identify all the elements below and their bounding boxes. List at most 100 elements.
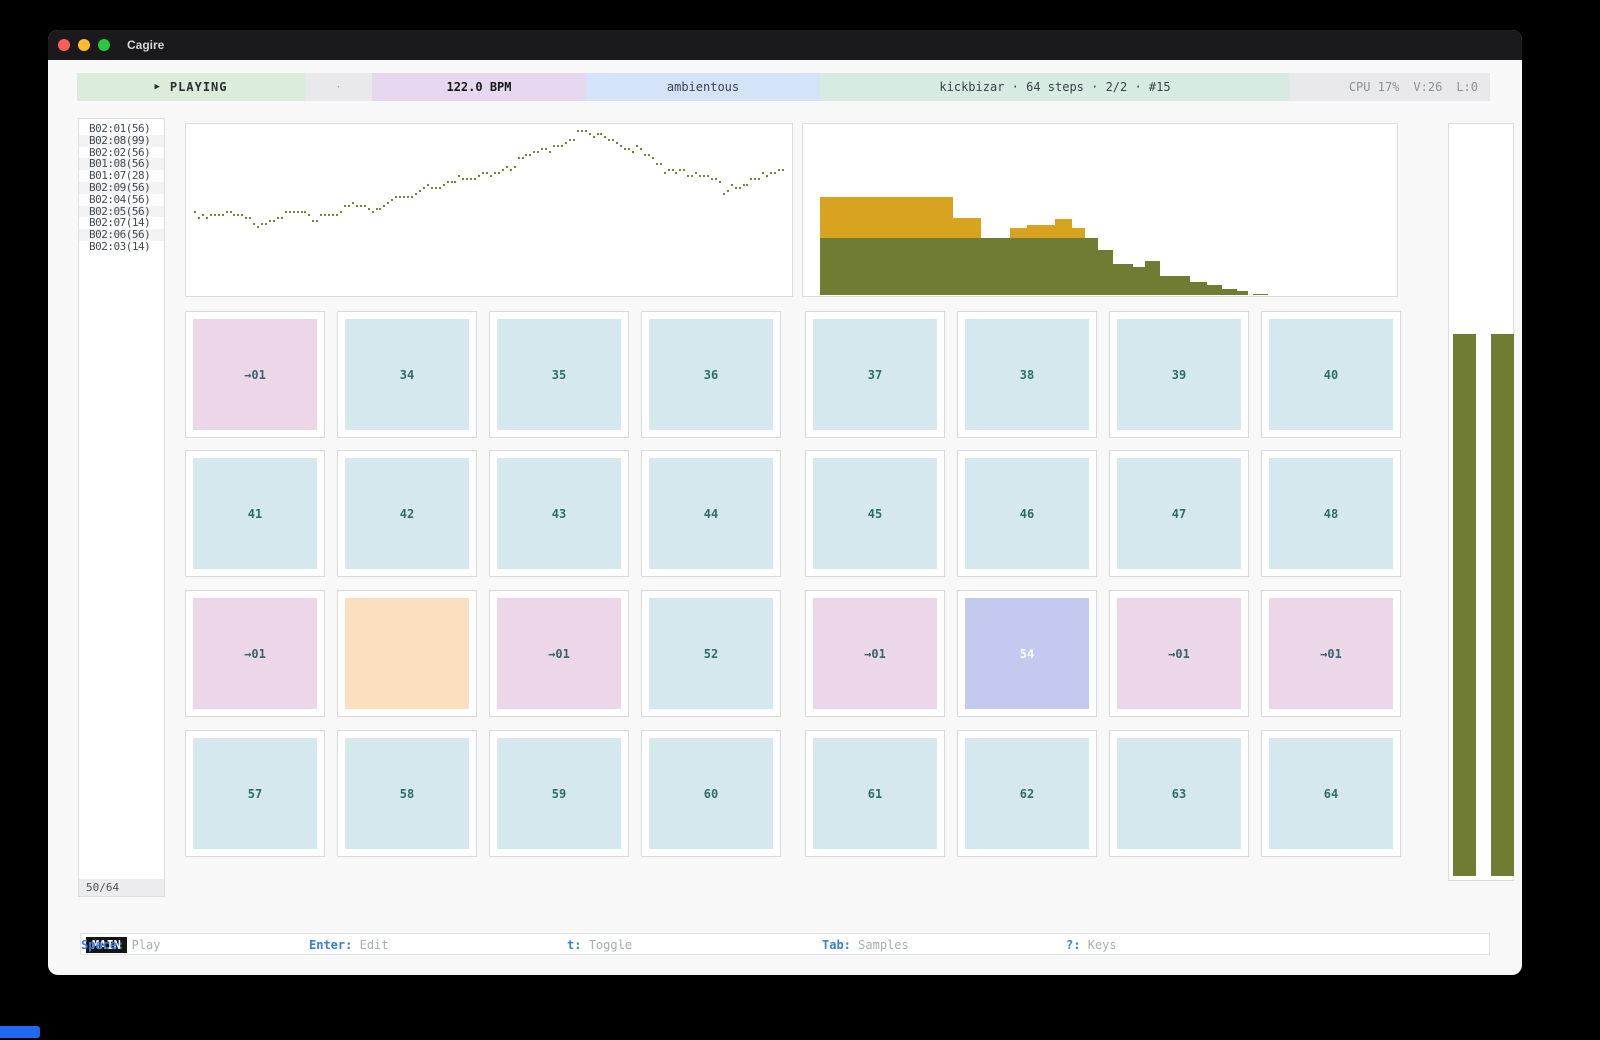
step-cell[interactable]: 54 <box>957 590 1097 717</box>
histogram-bar-green <box>1145 261 1160 295</box>
pitch-dot <box>364 205 366 207</box>
pitch-dot <box>664 172 666 174</box>
sample-list-item[interactable]: B02:05(56) <box>79 205 164 218</box>
transport-status[interactable]: ▶ PLAYING <box>77 73 305 101</box>
step-cell-label: →01 <box>497 598 621 709</box>
step-cell[interactable]: 39 <box>1109 311 1249 438</box>
step-cell[interactable]: 38 <box>957 311 1097 438</box>
step-cell[interactable]: 34 <box>337 311 477 438</box>
pitch-dot <box>202 214 204 216</box>
step-cell[interactable]: 60 <box>641 730 781 857</box>
step-cell[interactable]: →01 <box>1109 590 1249 717</box>
bpm-display[interactable]: 122.0 BPM <box>372 73 586 101</box>
pitch-dot <box>743 184 745 186</box>
pitch-dot <box>328 214 330 216</box>
scene-name[interactable]: ambientous <box>586 73 820 101</box>
step-cell-label: 60 <box>649 738 773 849</box>
step-cell[interactable]: 41 <box>185 450 325 577</box>
step-cell-label: 41 <box>193 458 317 569</box>
pattern-info[interactable]: kickbizar · 64 steps · 2/2 · #15 <box>820 73 1290 101</box>
pitch-dot <box>399 196 401 198</box>
histogram-bar-green <box>981 238 1011 295</box>
pitch-dot <box>723 193 725 195</box>
step-cell[interactable]: 63 <box>1109 730 1249 857</box>
step-cell[interactable]: →01 <box>185 311 325 438</box>
sample-count: 50/64 <box>79 879 164 896</box>
pitch-dot <box>435 187 437 189</box>
step-cell[interactable]: 62 <box>957 730 1097 857</box>
step-cell[interactable]: 64 <box>1261 730 1401 857</box>
step-cell[interactable]: 59 <box>489 730 629 857</box>
pitch-dot <box>360 205 362 207</box>
pitch-dot <box>675 172 677 174</box>
pitch-dot <box>439 187 441 189</box>
pitch-dot <box>451 181 453 183</box>
step-cell-label: 47 <box>1117 458 1241 569</box>
pitch-dot <box>762 172 764 174</box>
sample-list-item[interactable]: B02:03(14) <box>89 239 151 253</box>
pitch-dot <box>498 172 500 174</box>
step-cell[interactable]: 40 <box>1261 311 1401 438</box>
step-cell[interactable]: 47 <box>1109 450 1249 577</box>
pitch-dot <box>403 196 405 198</box>
step-cell[interactable]: 52 <box>641 590 781 717</box>
level-meter-left <box>1453 334 1476 876</box>
step-cell[interactable]: 58 <box>337 730 477 857</box>
sample-list-item[interactable]: B01:08(56) <box>79 158 164 171</box>
sample-histogram-chart[interactable] <box>802 123 1398 297</box>
histogram-bar-green <box>953 238 981 295</box>
pitch-dot <box>356 205 358 207</box>
step-cell[interactable]: 45 <box>805 450 945 577</box>
sample-list-item[interactable]: B02:06(56) <box>79 229 164 241</box>
pitch-dot <box>482 172 484 174</box>
sample-list-item[interactable]: B02:09(56) <box>79 182 164 194</box>
sample-list-item[interactable]: B02:01(56) <box>89 122 151 135</box>
sample-list-item[interactable]: B02:07(14) <box>89 216 151 230</box>
pitch-dot <box>557 145 559 147</box>
pitch-dot <box>632 151 634 153</box>
sample-list-item[interactable]: B02:08(99) <box>79 134 164 147</box>
histogram-bar-green <box>1253 294 1268 295</box>
histogram-bar-green <box>1027 238 1056 295</box>
step-cell[interactable]: 43 <box>489 450 629 577</box>
pitch-dot <box>565 142 567 144</box>
pitch-dot <box>715 178 717 180</box>
pitch-dot <box>194 211 196 213</box>
sample-list-item[interactable]: B01:07(28) <box>89 169 151 183</box>
step-cell[interactable]: 36 <box>641 311 781 438</box>
pitch-dot <box>233 214 235 216</box>
level-meter-panel <box>1448 123 1514 881</box>
pitch-curve-chart[interactable] <box>185 123 793 297</box>
step-cell[interactable]: 37 <box>805 311 945 438</box>
step-cell[interactable]: 46 <box>957 450 1097 577</box>
sample-list-item[interactable]: B02:04(56) <box>89 192 151 206</box>
sample-list-item[interactable]: B02:02(56) <box>89 145 151 159</box>
pitch-dot <box>553 145 555 147</box>
step-cell[interactable]: →01 <box>489 590 629 717</box>
pitch-dot <box>585 130 587 132</box>
step-cell[interactable]: →01 <box>185 590 325 717</box>
step-cell[interactable] <box>337 590 477 717</box>
step-cell[interactable]: 42 <box>337 450 477 577</box>
pitch-dot <box>458 175 460 177</box>
minimize-button[interactable] <box>78 39 90 51</box>
histogram-bar-green <box>1207 285 1222 295</box>
step-cell-label: 37 <box>813 319 937 430</box>
step-cell[interactable]: 57 <box>185 730 325 857</box>
step-cell[interactable]: 61 <box>805 730 945 857</box>
close-button[interactable] <box>58 39 70 51</box>
toolbar: ▶ PLAYING · 122.0 BPM ambientous kickbiz… <box>77 73 1490 101</box>
step-cell[interactable]: →01 <box>805 590 945 717</box>
histogram-bar-green <box>1237 291 1248 295</box>
pitch-dot <box>687 175 689 177</box>
step-cell-label: →01 <box>193 319 317 430</box>
step-cell[interactable]: 35 <box>489 311 629 438</box>
step-cell[interactable]: 44 <box>641 450 781 577</box>
pitch-dot <box>766 175 768 177</box>
zoom-button[interactable] <box>98 39 110 51</box>
pitch-dot <box>249 217 251 219</box>
pitch-dot <box>269 220 271 222</box>
pitch-dot <box>711 178 713 180</box>
step-cell[interactable]: →01 <box>1261 590 1401 717</box>
step-cell[interactable]: 48 <box>1261 450 1401 577</box>
